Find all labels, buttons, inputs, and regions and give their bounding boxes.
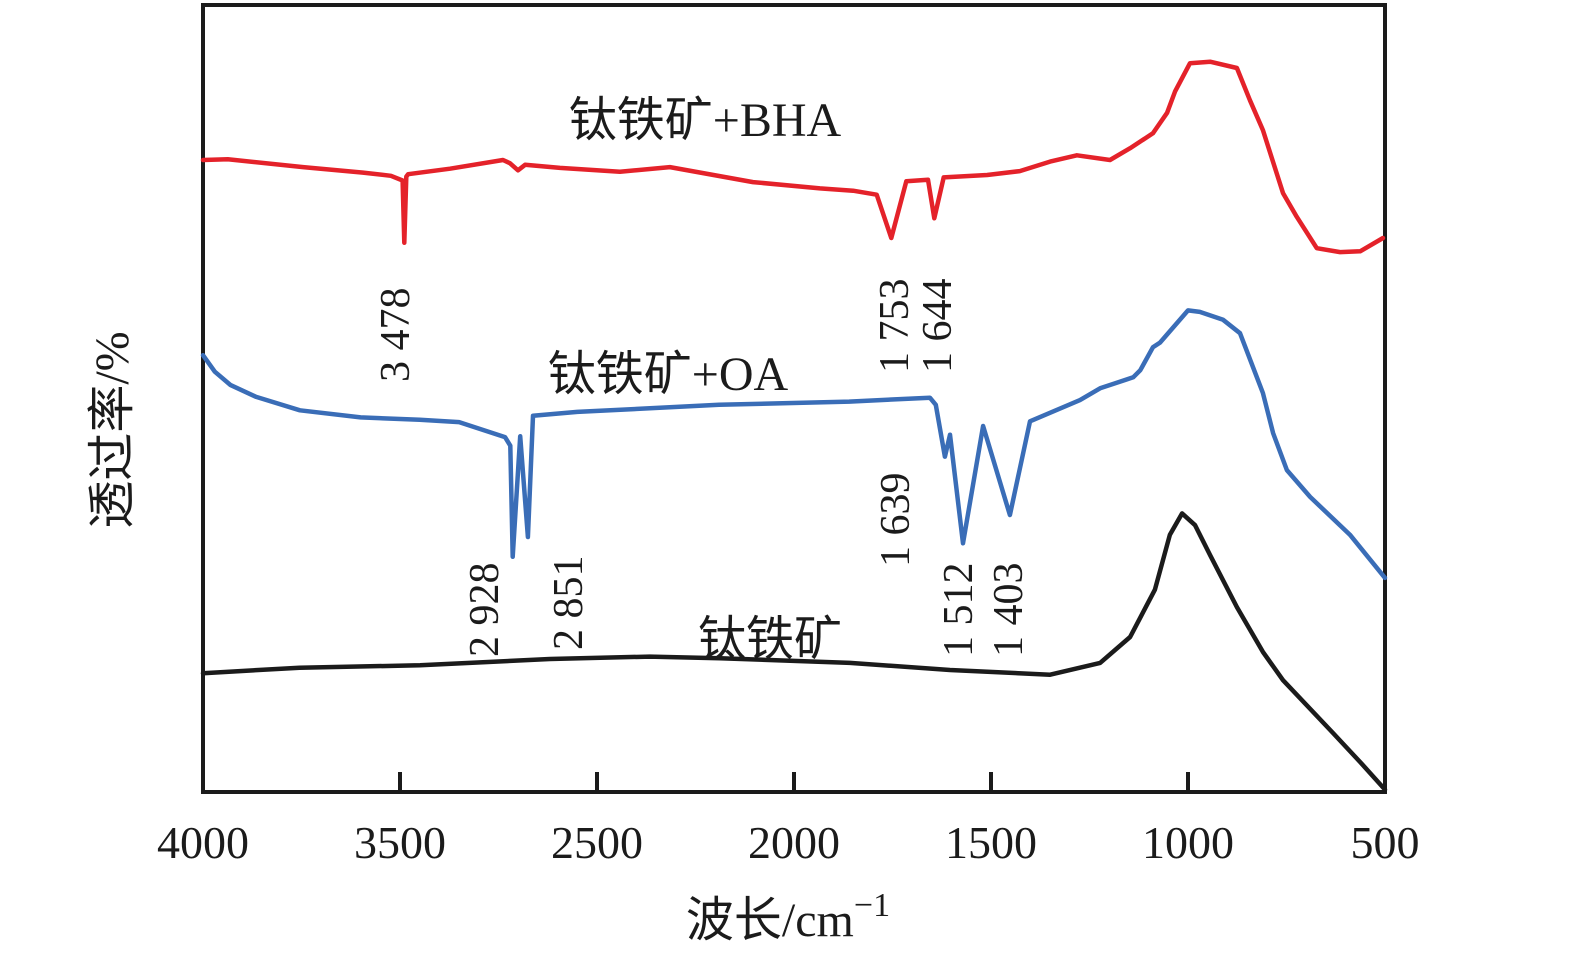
x-axis-label-superscript: −1 xyxy=(854,887,890,924)
x-axis-label-base: 波长/cm xyxy=(686,894,854,947)
spectrum-curve-2 xyxy=(200,511,1388,792)
x-tick-label: 2000 xyxy=(748,817,840,868)
spectrum-curve-1 xyxy=(200,308,1388,581)
series-label-oa: 钛铁矿+OA xyxy=(548,348,789,401)
x-tick-label: 4000 xyxy=(157,817,249,868)
peak-label: 1 639 xyxy=(873,473,919,568)
spectra-curves xyxy=(200,59,1388,792)
peak-label: 2 928 xyxy=(462,563,508,658)
x-tick-label: 1000 xyxy=(1142,817,1234,868)
peak-label: 2 851 xyxy=(546,556,592,651)
spectrum-curve-0 xyxy=(200,59,1386,255)
x-axis-label: 波长/cm−1 xyxy=(686,887,890,947)
peak-label: 3 478 xyxy=(373,288,419,383)
x-tick-label: 1500 xyxy=(945,817,1037,868)
x-tick-label: 500 xyxy=(1351,817,1420,868)
x-axis-tick-labels: 4000 3500 2500 2000 1500 1000 500 xyxy=(157,817,1420,868)
peak-label: 1 403 xyxy=(986,563,1032,658)
x-axis-ticks xyxy=(201,772,1387,792)
y-axis-label: 透过率/% xyxy=(86,331,139,528)
peak-label: 1 512 xyxy=(936,563,982,658)
series-label-ilmenite: 钛铁矿 xyxy=(698,613,842,666)
x-tick-label: 2500 xyxy=(551,817,643,868)
peak-label: 1 753 xyxy=(872,279,918,374)
x-tick-label: 3500 xyxy=(354,817,446,868)
series-label-bha: 钛铁矿+BHA xyxy=(569,94,842,147)
peak-label: 1 644 xyxy=(915,279,961,374)
